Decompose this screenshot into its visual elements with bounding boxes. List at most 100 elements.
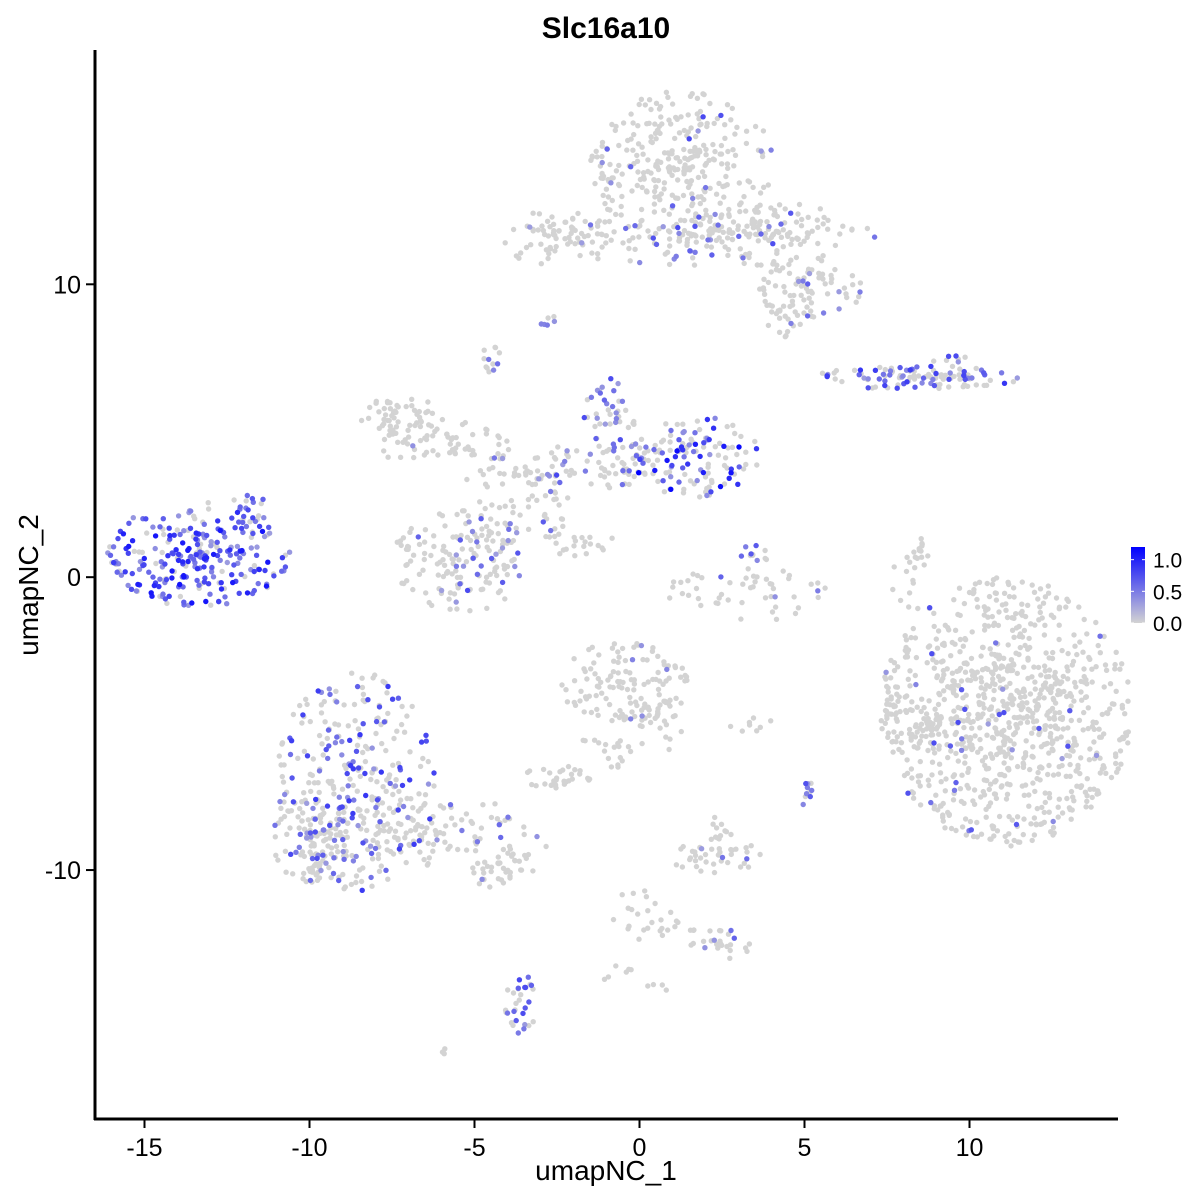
data-point	[397, 797, 404, 803]
data-point	[481, 356, 487, 362]
data-point	[527, 224, 533, 230]
data-point	[314, 855, 320, 862]
data-point	[953, 714, 960, 720]
data-point	[604, 146, 610, 152]
data-point	[572, 553, 578, 559]
data-point	[887, 711, 893, 717]
data-point	[622, 657, 629, 664]
data-point	[1029, 674, 1035, 680]
data-point	[407, 558, 414, 564]
data-point	[185, 558, 191, 565]
data-point	[885, 730, 891, 736]
data-point	[701, 142, 707, 148]
data-point	[320, 852, 326, 858]
data-point	[180, 540, 186, 546]
data-point	[1001, 727, 1007, 734]
data-point	[341, 842, 347, 849]
data-point	[610, 916, 617, 923]
data-point	[162, 561, 168, 567]
data-point	[494, 361, 501, 367]
data-point	[539, 223, 545, 229]
data-point	[698, 868, 704, 874]
data-point	[724, 465, 730, 471]
data-point	[261, 533, 268, 540]
data-point	[616, 182, 623, 189]
data-point	[587, 451, 593, 457]
data-point	[572, 241, 578, 247]
data-point	[334, 699, 340, 705]
data-point	[624, 147, 630, 153]
data-point	[1000, 686, 1006, 692]
data-point	[668, 121, 674, 127]
data-point	[1001, 655, 1007, 661]
data-point	[976, 699, 982, 706]
data-point	[234, 509, 241, 516]
data-point	[210, 551, 217, 558]
data-point	[804, 304, 810, 310]
data-point	[393, 430, 399, 436]
data-point	[638, 206, 645, 213]
data-point	[674, 448, 680, 454]
data-point	[920, 727, 926, 734]
data-point	[732, 152, 739, 158]
data-point	[1072, 679, 1078, 686]
data-point	[477, 468, 484, 474]
data-point	[680, 490, 687, 496]
data-point	[687, 855, 694, 861]
data-point	[340, 818, 346, 824]
data-point	[618, 212, 624, 218]
data-point	[303, 696, 309, 702]
data-point	[599, 159, 605, 166]
data-point	[999, 602, 1006, 608]
data-point	[374, 840, 381, 846]
data-point	[133, 588, 140, 594]
data-point	[725, 252, 731, 259]
data-point	[1037, 609, 1044, 616]
data-point	[653, 161, 659, 168]
data-point	[481, 347, 487, 353]
data-point	[669, 151, 675, 157]
data-point	[857, 367, 864, 373]
data-point	[1063, 604, 1069, 610]
data-point	[1001, 380, 1008, 386]
data-point	[700, 444, 707, 450]
data-point	[933, 711, 940, 718]
data-point	[955, 611, 961, 618]
data-point	[1020, 715, 1027, 721]
data-point	[989, 713, 995, 719]
data-point	[621, 461, 627, 467]
data-point	[728, 851, 734, 858]
data-point	[1097, 770, 1104, 776]
data-point	[411, 407, 418, 413]
data-point	[722, 122, 728, 128]
data-point	[628, 111, 634, 117]
data-point	[1056, 622, 1062, 628]
data-point	[284, 831, 290, 837]
data-point	[1068, 788, 1075, 795]
data-point	[633, 453, 640, 459]
data-point	[729, 847, 735, 853]
data-point	[738, 616, 744, 622]
data-point	[625, 926, 631, 932]
data-point	[488, 555, 495, 562]
data-point	[965, 716, 971, 722]
data-point	[687, 148, 693, 154]
data-point	[1048, 612, 1055, 618]
data-point	[716, 227, 722, 233]
data-point	[551, 318, 558, 325]
data-point	[1050, 824, 1057, 831]
data-point	[1007, 695, 1013, 701]
data-point	[694, 572, 701, 579]
data-point	[1009, 667, 1016, 674]
data-point	[1025, 706, 1031, 712]
data-point	[340, 836, 346, 843]
data-point	[973, 365, 979, 372]
data-point	[1059, 755, 1065, 762]
data-point	[451, 591, 458, 597]
data-point	[159, 549, 165, 556]
data-point	[441, 562, 448, 568]
data-point	[634, 152, 640, 159]
data-point	[152, 533, 159, 539]
data-point	[735, 226, 741, 233]
